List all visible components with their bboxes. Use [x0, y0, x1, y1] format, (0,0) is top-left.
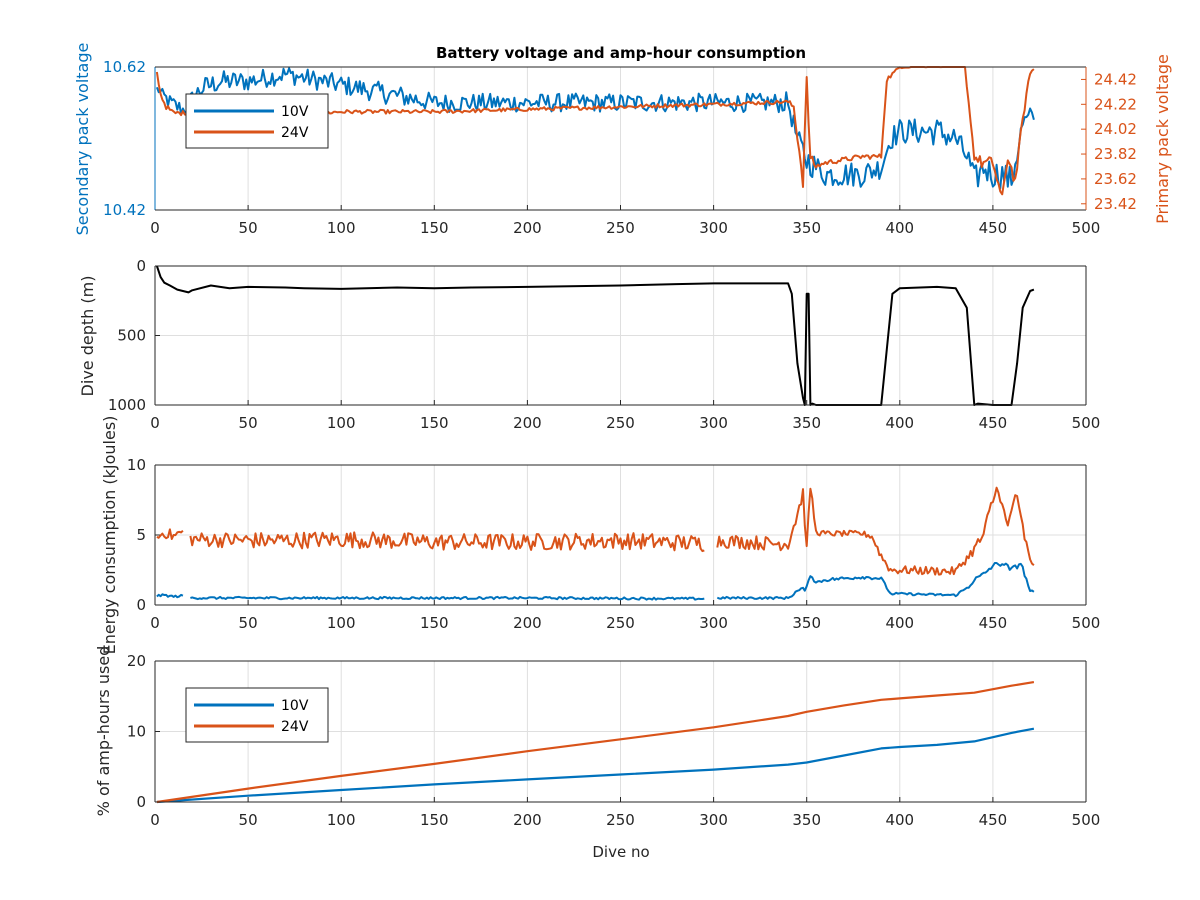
series-group [156, 681, 1035, 804]
legend-box [185, 687, 329, 743]
x-tick-label: 50 [239, 811, 258, 829]
x-tick-label: 50 [239, 614, 258, 632]
y-tick-label: 20 [127, 652, 146, 670]
y-tick-label: 10.62 [103, 58, 146, 76]
x-tick-label: 0 [150, 614, 160, 632]
dive-depth-axis-label: Dive depth (m) [78, 276, 97, 397]
x-tick-label: 500 [1072, 614, 1101, 632]
x-tick-label: 300 [699, 614, 728, 632]
x-tick-label: 200 [513, 811, 542, 829]
y-right-tick-label: 23.42 [1094, 195, 1137, 213]
x-tick-label: 500 [1072, 811, 1101, 829]
x-axis-label: Dive no [592, 843, 649, 861]
y-right-tick-label: 24.22 [1094, 95, 1137, 113]
x-tick-label: 400 [885, 414, 914, 432]
x-tick-label: 450 [979, 414, 1008, 432]
y-tick-label: 10 [127, 723, 146, 741]
amp-hours-axis-label: % of amp-hours used [94, 646, 113, 817]
x-tick-label: 100 [327, 219, 356, 237]
series-group [156, 486, 1035, 601]
y-tick-label: 0 [136, 596, 146, 614]
x-tick-label: 450 [979, 811, 1008, 829]
primary-voltage-axis-label: Primary pack voltage [1153, 54, 1172, 224]
x-tick-label: 300 [699, 811, 728, 829]
x-tick-label: 500 [1072, 414, 1101, 432]
y-tick-label: 0 [136, 793, 146, 811]
x-tick-label: 100 [327, 614, 356, 632]
x-tick-label: 250 [606, 614, 635, 632]
chart-title: Battery voltage and amp-hour consumption [436, 44, 806, 62]
y-tick-label: 500 [117, 327, 146, 345]
x-tick-label: 500 [1072, 219, 1101, 237]
x-tick-label: 150 [420, 811, 449, 829]
x-tick-label: 0 [150, 219, 160, 237]
y-tick-label: 10.42 [103, 201, 146, 219]
x-tick-label: 350 [792, 414, 821, 432]
x-tick-label: 250 [606, 811, 635, 829]
x-tick-label: 50 [239, 414, 258, 432]
x-tick-label: 100 [327, 811, 356, 829]
x-tick-label: 400 [885, 614, 914, 632]
x-tick-label: 350 [792, 219, 821, 237]
dive-depth-subplot: Dive depth (m) 0 50 100 150 200 250 300 350 400 4… [78, 257, 1100, 432]
legend-label-24v: 24V [281, 125, 309, 141]
series-10v-line [155, 67, 1035, 190]
series-10v-line [716, 562, 1035, 601]
y-tick-label: 5 [136, 526, 146, 544]
x-tick-label: 250 [606, 414, 635, 432]
y-tick-label: 0 [136, 257, 146, 275]
series-10v-line [156, 593, 184, 599]
x-tick-label: 200 [513, 614, 542, 632]
x-tick-label: 450 [979, 614, 1008, 632]
x-tick-label: 350 [792, 811, 821, 829]
x-tick-label: 400 [885, 219, 914, 237]
x-tick-label: 450 [979, 219, 1008, 237]
y-right-tick-label: 23.82 [1094, 145, 1137, 163]
energy-subplot: Energy consumption (kJoules) 0 50 100 150 20… [100, 416, 1100, 655]
legend-label-24v: 24V [281, 719, 309, 735]
y-tick-label: 1000 [108, 396, 146, 414]
x-tick-label: 200 [513, 414, 542, 432]
x-tick-label: 350 [792, 614, 821, 632]
x-tick-label: 300 [699, 414, 728, 432]
series-24v-line [156, 681, 1035, 804]
legend-label-10v: 10V [281, 698, 309, 714]
x-tick-label: 150 [420, 219, 449, 237]
x-tick-label: 200 [513, 219, 542, 237]
secondary-voltage-axis-label: Secondary pack voltage [73, 43, 92, 236]
x-tick-label: 150 [420, 414, 449, 432]
energy-axis-label: Energy consumption (kJoules) [100, 416, 119, 655]
series-10v-line [190, 595, 705, 601]
x-tick-label: 0 [150, 414, 160, 432]
x-tick-label: 50 [239, 219, 258, 237]
depth-line [155, 265, 1035, 406]
series-24v-line [189, 531, 705, 553]
amp-hours-subplot: % of amp-hours used Dive no 0 50 100 150 200… [94, 646, 1100, 861]
series-24v-line [716, 486, 1035, 576]
x-tick-label: 0 [150, 811, 160, 829]
x-tick-label: 150 [420, 614, 449, 632]
y-right-tick-label: 24.02 [1094, 120, 1137, 138]
x-tick-label: 300 [699, 219, 728, 237]
plot-area [154, 464, 1087, 606]
voltage-subplot: Battery voltage and amp-hour consumption… [73, 43, 1172, 237]
legend-box [185, 93, 329, 149]
y-right-tick-label: 24.42 [1094, 70, 1137, 88]
series-10v-line [156, 727, 1035, 804]
y-tick-label: 10 [127, 456, 146, 474]
series-24v-line [156, 528, 184, 540]
x-tick-label: 250 [606, 219, 635, 237]
y-right-tick-label: 23.62 [1094, 170, 1137, 188]
x-tick-label: 100 [327, 414, 356, 432]
x-tick-label: 400 [885, 811, 914, 829]
legend-label-10v: 10V [281, 104, 309, 120]
series-group [155, 265, 1035, 406]
